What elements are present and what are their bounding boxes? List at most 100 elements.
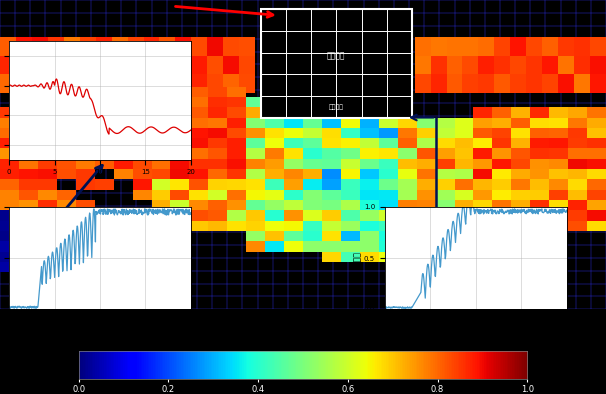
Bar bbox=[568, 107, 587, 117]
Bar bbox=[341, 138, 360, 149]
Bar bbox=[322, 251, 341, 262]
Bar bbox=[341, 117, 360, 128]
Bar bbox=[227, 159, 246, 169]
Bar bbox=[189, 117, 208, 128]
Bar bbox=[574, 37, 590, 56]
Bar bbox=[587, 169, 606, 179]
Bar bbox=[76, 231, 95, 241]
Bar bbox=[398, 241, 417, 251]
Bar bbox=[511, 221, 530, 231]
Bar bbox=[95, 231, 114, 241]
Bar bbox=[38, 251, 57, 262]
Bar bbox=[568, 179, 587, 190]
Bar bbox=[208, 190, 227, 200]
Bar bbox=[170, 190, 189, 200]
Bar bbox=[57, 149, 76, 159]
Bar bbox=[492, 149, 511, 159]
Bar bbox=[530, 179, 549, 190]
Bar bbox=[246, 210, 265, 221]
Bar bbox=[16, 37, 32, 56]
Bar bbox=[265, 159, 284, 169]
Bar bbox=[227, 117, 246, 128]
Bar bbox=[208, 149, 227, 159]
Bar bbox=[95, 179, 114, 190]
Bar bbox=[189, 128, 208, 138]
Bar bbox=[0, 200, 19, 210]
Bar bbox=[170, 107, 189, 117]
Bar bbox=[549, 200, 568, 210]
Bar bbox=[284, 149, 303, 159]
Bar bbox=[303, 97, 322, 107]
Bar bbox=[436, 159, 454, 169]
Bar bbox=[587, 221, 606, 231]
Bar bbox=[447, 74, 462, 93]
Bar bbox=[57, 87, 76, 97]
Bar bbox=[19, 200, 38, 210]
Bar bbox=[38, 159, 57, 169]
Bar bbox=[19, 169, 38, 179]
Bar bbox=[0, 74, 16, 93]
Y-axis label: 水圧比: 水圧比 bbox=[353, 251, 362, 265]
Bar bbox=[48, 37, 64, 56]
Bar bbox=[473, 117, 492, 128]
Bar bbox=[95, 117, 114, 128]
Bar bbox=[170, 117, 189, 128]
Bar bbox=[492, 200, 511, 210]
Bar bbox=[549, 221, 568, 231]
Bar bbox=[38, 231, 57, 241]
Bar bbox=[64, 74, 80, 93]
Bar bbox=[19, 179, 38, 190]
Bar bbox=[38, 221, 57, 231]
Bar bbox=[398, 179, 417, 190]
Bar bbox=[478, 74, 494, 93]
Bar bbox=[587, 200, 606, 210]
Bar bbox=[417, 179, 436, 190]
Bar bbox=[144, 37, 159, 56]
Bar bbox=[57, 231, 76, 241]
Bar bbox=[265, 128, 284, 138]
Bar bbox=[303, 159, 322, 169]
Bar bbox=[558, 37, 574, 56]
Bar bbox=[38, 190, 57, 200]
Bar bbox=[144, 74, 159, 93]
Bar bbox=[360, 117, 379, 128]
Bar bbox=[454, 210, 473, 221]
Bar bbox=[322, 241, 341, 251]
Bar bbox=[227, 128, 246, 138]
Bar bbox=[398, 149, 417, 159]
Bar bbox=[152, 128, 170, 138]
Bar bbox=[510, 56, 526, 74]
Bar bbox=[436, 128, 454, 138]
Bar bbox=[360, 221, 379, 231]
Bar bbox=[417, 241, 436, 251]
Bar bbox=[80, 37, 96, 56]
Bar bbox=[227, 138, 246, 149]
Bar bbox=[227, 200, 246, 210]
Bar bbox=[587, 107, 606, 117]
Bar bbox=[590, 37, 606, 56]
Bar bbox=[0, 128, 19, 138]
Bar bbox=[542, 56, 558, 74]
Bar bbox=[530, 149, 549, 159]
Bar bbox=[246, 149, 265, 159]
Bar bbox=[587, 149, 606, 159]
Bar bbox=[558, 74, 574, 93]
Bar bbox=[542, 74, 558, 93]
Bar bbox=[246, 179, 265, 190]
Bar bbox=[473, 210, 492, 221]
Bar bbox=[379, 169, 398, 179]
Bar bbox=[159, 37, 175, 56]
Bar bbox=[431, 37, 447, 56]
Bar bbox=[152, 138, 170, 149]
Bar bbox=[76, 200, 95, 210]
Bar bbox=[19, 231, 38, 241]
Bar bbox=[265, 169, 284, 179]
Bar bbox=[170, 128, 189, 138]
Bar bbox=[191, 74, 207, 93]
Bar bbox=[133, 97, 152, 107]
Bar bbox=[189, 210, 208, 221]
Bar bbox=[175, 37, 191, 56]
Bar bbox=[265, 107, 284, 117]
Bar bbox=[360, 251, 379, 262]
Bar bbox=[114, 169, 133, 179]
